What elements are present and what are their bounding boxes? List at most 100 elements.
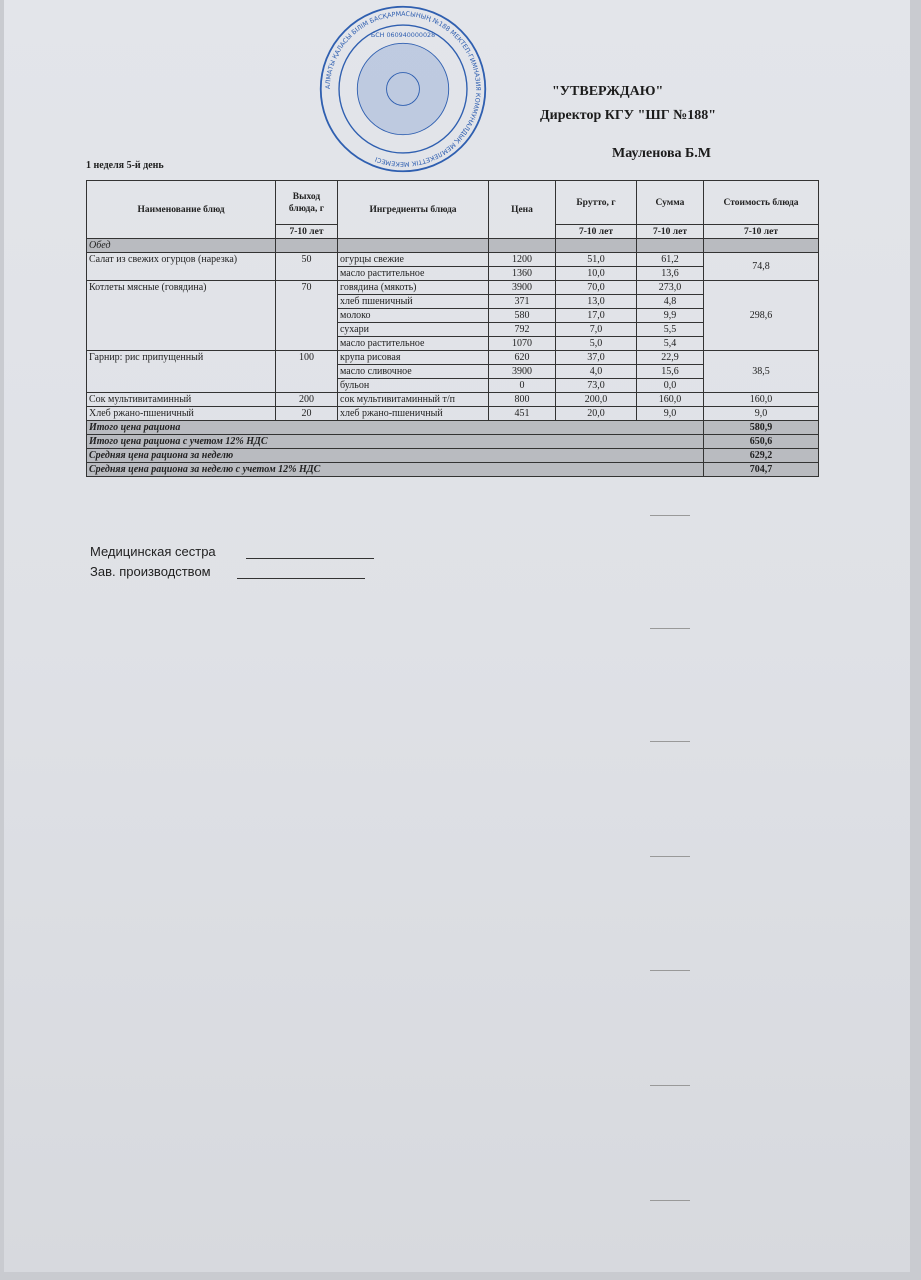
ingredient-name: молоко <box>337 308 489 323</box>
ingredient-name: говядина (мякоть) <box>337 280 489 295</box>
table-row: бульон 0 73,0 0,0 <box>87 378 819 393</box>
header-age: 7-10 лет <box>703 224 819 239</box>
dish-cost: 74,8 <box>703 252 819 281</box>
dish-yield: 200 <box>275 392 338 407</box>
dish-name: Сок мультивитаминный <box>86 392 276 407</box>
ingredient-price: 371 <box>488 294 556 309</box>
ingredient-sum: 5,5 <box>636 322 704 337</box>
total-label: Итого цена рациона с учетом 12% НДС <box>86 434 704 449</box>
table-row: Гарнир: рис припущенный 100 крупа рисовая 6… <box>86 350 819 393</box>
ingredient-name: масло растительное <box>337 336 489 351</box>
ingredient-name: хлеб ржано-пшеничный <box>337 406 489 421</box>
total-label: Средняя цена рациона за неделю с учетом … <box>86 462 704 477</box>
table-row: хлеб пшеничный 371 13,0 4,8 <box>87 294 819 309</box>
official-stamp: АЛМАТЫ ҚАЛАСЫ БІЛІМ БАСҚАРМАСЫНЫҢ №188 М… <box>319 5 487 173</box>
ingredient-sum: 273,0 <box>636 280 704 295</box>
ingredient-sum: 15,6 <box>636 364 704 379</box>
ingredient-name: бульон <box>337 378 489 393</box>
ingredient-sum: 13,6 <box>636 266 704 281</box>
ingredient-name: масло растительное <box>337 266 489 281</box>
scan-mark <box>650 628 690 629</box>
total-row: Средняя цена рациона за неделю 629,2 <box>86 448 819 463</box>
table-row: Хлеб ржано-пшеничный 20 хлеб ржано-пшеничн… <box>86 406 819 421</box>
header-brutto: Брутто, г <box>555 180 637 225</box>
dish-name: Гарнир: рис припущенный <box>86 350 276 393</box>
dish-name: Хлеб ржано-пшеничный <box>86 406 276 421</box>
dish-cost: 9,0 <box>703 406 819 421</box>
week-day-label: 1 неделя 5-й день <box>86 160 164 171</box>
scan-mark <box>650 741 690 742</box>
ingredient-price: 580 <box>488 308 556 323</box>
menu-table: Наименование блюд Выход блюда, г Ингреди… <box>86 180 819 477</box>
ingredient-brutto: 51,0 <box>555 252 637 267</box>
total-value: 704,7 <box>703 462 819 477</box>
signature-nurse: Медицинская сестра <box>90 544 374 559</box>
ingredient-name: крупа рисовая <box>337 350 489 365</box>
dish-name: Котлеты мясные (говядина) <box>86 280 276 351</box>
ingredient-brutto: 200,0 <box>555 392 637 407</box>
ingredient-sum: 4,8 <box>636 294 704 309</box>
dish-name: Салат из свежих огурцов (нарезка) <box>86 252 276 281</box>
approval-name: Мауленова Б.М <box>612 146 711 161</box>
table-row: Салат из свежих огурцов (нарезка) 50 огурц… <box>86 252 819 281</box>
scan-mark <box>650 970 690 971</box>
ingredient-name: масло сливочное <box>337 364 489 379</box>
scan-mark <box>650 1200 690 1201</box>
ingredient-brutto: 20,0 <box>555 406 637 421</box>
ingredient-sum: 160,0 <box>636 392 704 407</box>
ingredient-brutto: 10,0 <box>555 266 637 281</box>
header-price: Цена <box>488 180 556 239</box>
ingredient-price: 1360 <box>488 266 556 281</box>
ingredient-sum: 0,0 <box>636 378 704 393</box>
ingredient-sum: 5,4 <box>636 336 704 351</box>
total-value: 629,2 <box>703 448 819 463</box>
header-age: 7-10 лет <box>636 224 704 239</box>
ingredient-sum: 61,2 <box>636 252 704 267</box>
signature-production-label: Зав. производством <box>90 564 211 579</box>
ingredient-price: 451 <box>488 406 556 421</box>
ingredient-price: 1070 <box>488 336 556 351</box>
dish-cost: 160,0 <box>703 392 819 407</box>
ingredient-brutto: 17,0 <box>555 308 637 323</box>
ingredient-sum: 22,9 <box>636 350 704 365</box>
ingredient-brutto: 70,0 <box>555 280 637 295</box>
total-value: 650,6 <box>703 434 819 449</box>
header-ingredients: Ингредиенты блюда <box>337 180 489 239</box>
ingredient-brutto: 7,0 <box>555 322 637 337</box>
section-label: Обед <box>86 238 276 253</box>
ingredient-price: 620 <box>488 350 556 365</box>
signature-nurse-label: Медицинская сестра <box>90 544 216 559</box>
ingredient-brutto: 37,0 <box>555 350 637 365</box>
dish-yield: 100 <box>275 350 338 393</box>
ingredient-name: сухари <box>337 322 489 337</box>
dish-cost: 38,5 <box>703 350 819 393</box>
signature-line <box>245 558 374 559</box>
header-age: 7-10 лет <box>555 224 637 239</box>
header-age: 7-10 лет <box>275 224 338 239</box>
dish-yield: 20 <box>275 406 338 421</box>
header-cost: Стоимость блюда <box>703 180 819 225</box>
total-label: Итого цена рациона <box>86 420 704 435</box>
table-row: Сок мультивитаминный 200 сок мультивитамин… <box>86 392 819 407</box>
total-row: Средняя цена рациона за неделю с учетом … <box>86 462 819 477</box>
table-row: сухари 792 7,0 5,5 <box>87 322 819 337</box>
ingredient-price: 792 <box>488 322 556 337</box>
ingredient-brutto: 13,0 <box>555 294 637 309</box>
ingredient-price: 0 <box>488 378 556 393</box>
ingredient-price: 800 <box>488 392 556 407</box>
svg-text:БСН 060940000028: БСН 060940000028 <box>371 31 435 39</box>
ingredient-brutto: 4,0 <box>555 364 637 379</box>
total-row: Итого цена рациона с учетом 12% НДС 650,6 <box>86 434 819 449</box>
signature-line <box>236 578 365 579</box>
ingredient-sum: 9,0 <box>636 406 704 421</box>
header-name: Наименование блюд <box>86 180 276 239</box>
dish-yield: 50 <box>275 252 338 281</box>
scan-mark <box>650 1085 690 1086</box>
header-yield: Выход блюда, г <box>275 180 338 225</box>
total-label: Средняя цена рациона за неделю <box>86 448 704 463</box>
header-sum: Сумма <box>636 180 704 225</box>
total-row: Итого цена рациона 580,9 <box>86 420 819 435</box>
total-value: 580,9 <box>703 420 819 435</box>
ingredient-brutto: 5,0 <box>555 336 637 351</box>
ingredient-price: 3900 <box>488 280 556 295</box>
